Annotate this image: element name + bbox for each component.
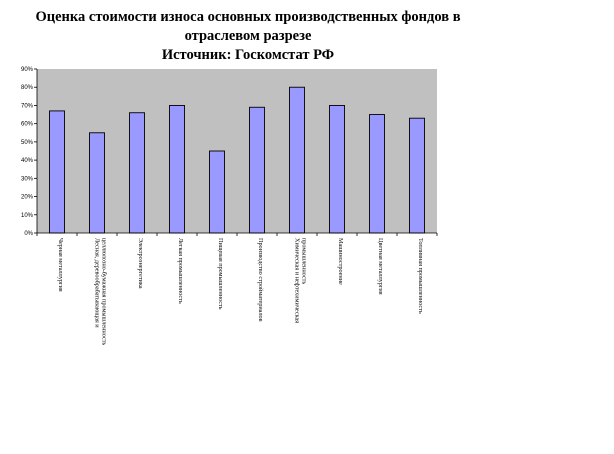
x-category-label: Черная металлургия bbox=[57, 238, 64, 292]
title-line-1: Оценка стоимости износа основных произво… bbox=[35, 9, 461, 25]
x-category-label: Производство стройматериалов bbox=[257, 238, 264, 322]
x-category-label-line: Цветная металлургия bbox=[377, 238, 384, 295]
y-tick-label: 10% bbox=[21, 213, 34, 219]
y-axis: 0% 10% 20% 30% 40% 50% 60% 70% 80% 90% bbox=[21, 67, 38, 237]
x-category-label: Цветная металлургия bbox=[377, 238, 384, 295]
bar bbox=[49, 110, 65, 234]
y-tick-label: 0% bbox=[24, 231, 33, 237]
x-category-label: Пищевая промышленность bbox=[217, 238, 224, 310]
x-category-label: Легкая промышленность bbox=[177, 238, 184, 304]
y-tick-label: 50% bbox=[21, 140, 34, 146]
x-category-label-line: Топливная промышленность bbox=[417, 238, 424, 314]
y-tick-label: 70% bbox=[21, 103, 34, 109]
chart-title: Оценка стоимости износа основных произво… bbox=[0, 8, 496, 65]
x-category-label-line: Черная металлургия bbox=[57, 238, 64, 292]
y-tick-label: 20% bbox=[21, 195, 34, 201]
y-tick-label: 80% bbox=[21, 85, 34, 91]
bar bbox=[409, 117, 425, 234]
y-tick-label: 40% bbox=[21, 158, 34, 164]
x-category-label-line: Машиностроение bbox=[337, 238, 344, 285]
x-category-label-line: промышленность bbox=[301, 238, 308, 284]
x-category-label-line: Производство стройматериалов bbox=[257, 238, 264, 322]
y-tick-label: 90% bbox=[21, 67, 34, 73]
title-line-3: Источник: Госкомстат РФ bbox=[161, 47, 335, 63]
bar bbox=[289, 86, 305, 234]
bar bbox=[249, 106, 265, 234]
bars-group bbox=[49, 86, 425, 234]
title-line-2: отраслевом разрезе bbox=[184, 28, 312, 44]
x-category-label-line: Электроэнергетика bbox=[137, 238, 144, 289]
x-category-label-line: целлюлозно-бумажная промышленность bbox=[101, 238, 108, 345]
x-axis: Черная металлургия Лесная, деревообрабаты… bbox=[36, 232, 438, 345]
bar bbox=[209, 150, 225, 234]
x-category-label: Лесная, деревообрабатывающая ицеллюлозно… bbox=[94, 238, 108, 345]
x-category-label: Машиностроение bbox=[337, 238, 344, 285]
bar bbox=[89, 132, 105, 234]
bar bbox=[369, 114, 385, 234]
x-category-label: Электроэнергетика bbox=[137, 238, 144, 289]
bar bbox=[169, 104, 185, 234]
bar bbox=[129, 112, 145, 234]
x-category-label: Топливная промышленность bbox=[417, 238, 424, 314]
x-category-label-line: Легкая промышленность bbox=[177, 238, 184, 304]
y-tick-label: 60% bbox=[21, 122, 34, 128]
x-category-label-line: Лесная, деревообрабатывающая и bbox=[94, 238, 101, 328]
y-tick-label: 30% bbox=[21, 176, 34, 182]
x-category-label-line: Пищевая промышленность bbox=[217, 238, 224, 310]
bar bbox=[329, 104, 345, 234]
x-category-label: Химическая и нефтехимическаяпромышленнос… bbox=[294, 238, 308, 323]
x-category-label-line: Химическая и нефтехимическая bbox=[294, 238, 301, 323]
